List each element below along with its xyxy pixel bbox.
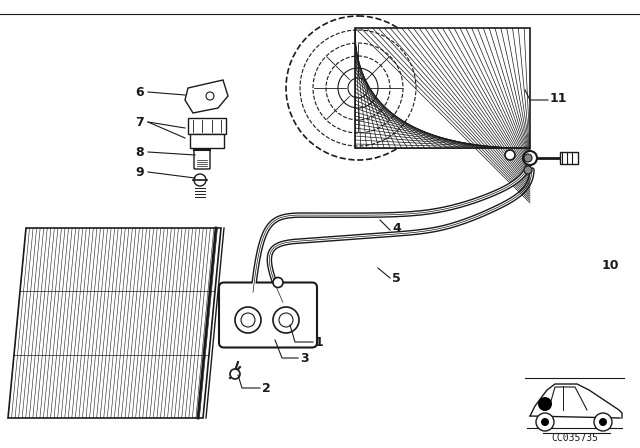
Bar	[190, 134, 224, 148]
Circle shape	[230, 369, 240, 379]
FancyBboxPatch shape	[194, 149, 210, 169]
Circle shape	[536, 413, 554, 431]
Text: 7: 7	[136, 116, 145, 129]
Text: 8: 8	[136, 146, 144, 159]
Circle shape	[273, 307, 299, 333]
Circle shape	[286, 16, 430, 160]
Text: CC035735: CC035735	[552, 433, 598, 443]
Circle shape	[206, 92, 214, 100]
Circle shape	[194, 174, 206, 186]
Bar	[560, 152, 578, 164]
Bar	[188, 118, 226, 134]
Circle shape	[273, 277, 283, 288]
Text: 10: 10	[602, 258, 620, 271]
Text: 2: 2	[262, 382, 271, 395]
Text: 5: 5	[392, 271, 401, 284]
Circle shape	[524, 154, 532, 162]
Bar	[355, 28, 530, 148]
Text: 1: 1	[315, 336, 324, 349]
Polygon shape	[185, 80, 228, 113]
Circle shape	[599, 418, 607, 426]
Circle shape	[524, 166, 532, 174]
Text: 6: 6	[136, 86, 144, 99]
Text: 4: 4	[392, 221, 401, 234]
Polygon shape	[8, 228, 221, 418]
Text: 3: 3	[300, 352, 308, 365]
Text: 9: 9	[136, 165, 144, 178]
FancyBboxPatch shape	[219, 283, 317, 348]
Circle shape	[523, 151, 537, 165]
Circle shape	[541, 418, 549, 426]
Circle shape	[235, 307, 261, 333]
Text: 11: 11	[550, 91, 568, 104]
Circle shape	[538, 397, 552, 411]
Circle shape	[505, 150, 515, 160]
Circle shape	[594, 413, 612, 431]
